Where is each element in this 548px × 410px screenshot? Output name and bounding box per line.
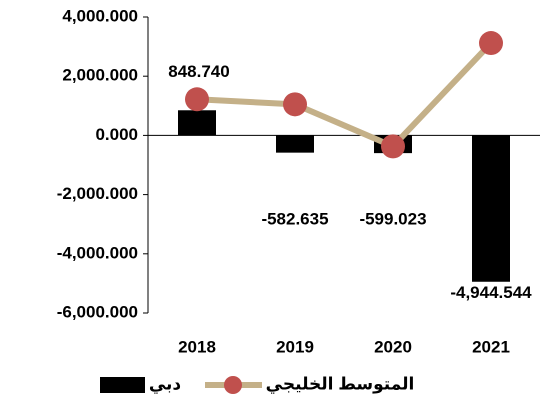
legend-label: المتوسط الخليجي: [266, 374, 415, 394]
data-label: -582.635: [261, 209, 328, 228]
marker: [381, 134, 405, 159]
legend-swatch: [100, 377, 145, 393]
line: [196, 40, 494, 150]
y-tick-label: 2,000.000: [62, 66, 138, 85]
x-tick-label: 2020: [374, 337, 412, 356]
x-tick-label: 2021: [472, 337, 510, 356]
y-tick-label: -4,000.000: [57, 243, 138, 262]
x-tick-label: 2019: [276, 337, 314, 356]
bar: [472, 135, 510, 282]
marker: [185, 87, 209, 112]
x-tick-label: 2018: [178, 337, 216, 356]
bar: [276, 135, 314, 153]
legend-label: دبي: [149, 374, 182, 394]
y-tick-label: -6,000.000: [57, 302, 138, 321]
y-tick-label: -2,000.000: [57, 184, 138, 203]
y-tick-label: 4,000.000: [62, 6, 138, 25]
data-label: 848.740: [168, 62, 229, 81]
legend-marker: [224, 376, 242, 394]
marker: [479, 31, 503, 56]
marker: [283, 92, 307, 117]
bar: [178, 110, 216, 136]
y-tick-label: 0.000: [95, 125, 138, 144]
data-label: -4,944.544: [450, 283, 532, 302]
data-label: -599.023: [359, 209, 426, 228]
